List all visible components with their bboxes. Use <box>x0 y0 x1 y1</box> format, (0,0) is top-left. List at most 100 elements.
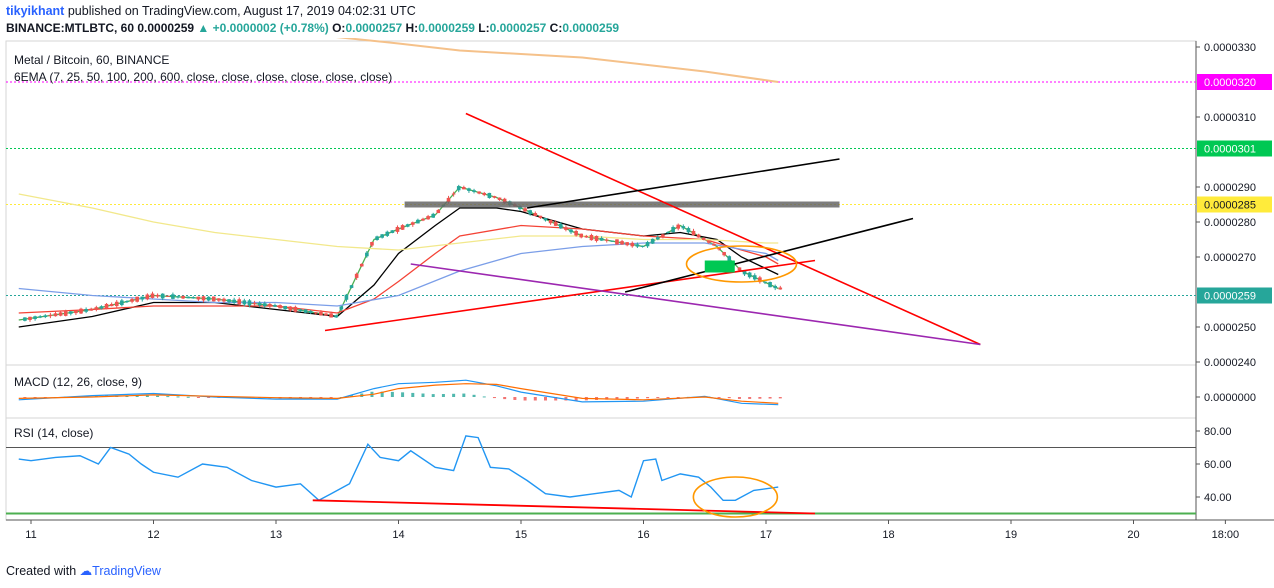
rsi-divergence-circle <box>692 476 779 518</box>
candle-body <box>405 224 410 227</box>
macd-histogram-bar <box>533 397 537 401</box>
candle-body <box>308 310 313 314</box>
candle-body <box>681 226 686 229</box>
candle-body <box>319 312 323 316</box>
macd-histogram-bar <box>156 395 160 397</box>
change-value: +0.0000002 (+0.78%) <box>212 21 329 35</box>
macd-histogram-bar <box>390 391 394 397</box>
x-tick-label-5: 16 <box>637 529 649 541</box>
ema-25-line <box>18 207 779 328</box>
macd-histogram-bar <box>441 394 445 397</box>
ema-50-line <box>18 224 779 314</box>
candle-body <box>145 294 150 300</box>
candle-body <box>135 296 139 302</box>
candle-body <box>160 293 165 299</box>
candle-body <box>400 225 405 230</box>
candle-body <box>645 242 650 247</box>
candle-body <box>206 296 211 301</box>
candle-body <box>365 252 369 257</box>
candle-body <box>130 299 134 302</box>
macd-histogram-bar <box>544 397 547 401</box>
x-tick-label-6: 17 <box>760 529 772 541</box>
candle-body <box>559 223 563 229</box>
price-badge-label-1: 0.0000301 <box>1204 144 1256 156</box>
candle-body <box>385 231 390 236</box>
high-label: H: <box>405 21 419 35</box>
candle-body <box>410 222 415 225</box>
tradingview-brand[interactable]: TradingView <box>92 564 161 578</box>
created-with-label: Created with <box>6 564 77 578</box>
candle-body <box>278 305 282 309</box>
published-text: published on TradingView.com, August 17,… <box>67 4 416 18</box>
candle-body <box>727 256 732 262</box>
macd-histogram-bar <box>523 397 527 401</box>
footer: Created with ☁TradingView <box>6 563 161 578</box>
candle-body <box>686 228 691 233</box>
macd-histogram-bar <box>350 395 354 397</box>
candle-body <box>354 273 359 278</box>
candle-body <box>63 310 68 316</box>
candle-body <box>446 197 451 202</box>
macd-histogram-bar <box>431 394 435 397</box>
candle-body <box>293 306 298 312</box>
macd-tick-label: 0.0000000 <box>1204 392 1256 404</box>
ema-600-line <box>335 38 779 83</box>
candle-body <box>298 309 303 312</box>
author-name[interactable]: tikyikhant <box>6 4 65 18</box>
candle-body <box>171 294 175 299</box>
candle-body <box>492 196 497 198</box>
publish-header: tikyikhant published on TradingView.com,… <box>6 4 416 18</box>
ema-legend: 6EMA (7, 25, 50, 100, 200, 600, close, c… <box>14 70 392 84</box>
candle-body <box>140 296 145 300</box>
x-tick-label-3: 14 <box>392 529 404 541</box>
macd-histogram-bar <box>748 397 752 399</box>
macd-histogram-bar <box>605 397 609 400</box>
macd-histogram-bar <box>421 393 425 397</box>
candle-body <box>359 263 364 267</box>
macd-histogram-bar <box>207 397 211 398</box>
candle-body <box>43 315 48 318</box>
candle-body <box>594 235 599 241</box>
candle-body <box>176 296 180 298</box>
candle-body <box>579 233 584 238</box>
candle-body <box>599 237 604 241</box>
macd-histogram-bar <box>176 396 180 398</box>
candle-body <box>533 213 538 217</box>
rsi-tick-label-2: 40.00 <box>1204 492 1232 504</box>
candle-body <box>120 300 124 306</box>
rsi-tick-label-1: 60.00 <box>1204 459 1232 471</box>
candle-body <box>518 206 522 209</box>
price-tick-label-3: 0.0000280 <box>1204 217 1256 229</box>
candle-body <box>763 281 767 283</box>
candle-body <box>584 235 589 238</box>
candle-body <box>666 231 670 234</box>
low-label: L: <box>478 21 490 35</box>
candle-body <box>564 227 568 230</box>
candle-body <box>273 305 277 307</box>
candle-body <box>125 300 129 303</box>
candle-body <box>538 215 543 218</box>
macd-histogram-bar <box>656 397 660 398</box>
candle-body <box>38 316 42 318</box>
candle-body <box>467 188 471 191</box>
candle-body <box>768 282 772 288</box>
resistance-zone <box>404 201 840 208</box>
chart-canvas[interactable]: 0.0000330 0.0000310 0.0000290 0.0000280 0.00… <box>0 38 1274 560</box>
price-tick-label-5: 0.0000250 <box>1204 322 1256 334</box>
candle-body <box>752 275 757 280</box>
candle-body <box>247 300 252 306</box>
last-price: 0.0000259 <box>137 21 195 35</box>
ema-200-line <box>18 193 779 251</box>
candle-body <box>69 311 73 314</box>
candle-body <box>569 229 573 233</box>
ema-100-line <box>18 242 779 307</box>
candle-body <box>758 277 762 283</box>
candle-body <box>477 191 481 194</box>
candle-body <box>370 242 374 246</box>
candle-body <box>620 241 624 245</box>
candle-body <box>380 234 384 238</box>
candle-body <box>89 308 94 311</box>
macd-histogram-bar <box>452 393 456 397</box>
price-tick-label-2: 0.0000290 <box>1204 182 1256 194</box>
candle-body <box>395 226 400 232</box>
